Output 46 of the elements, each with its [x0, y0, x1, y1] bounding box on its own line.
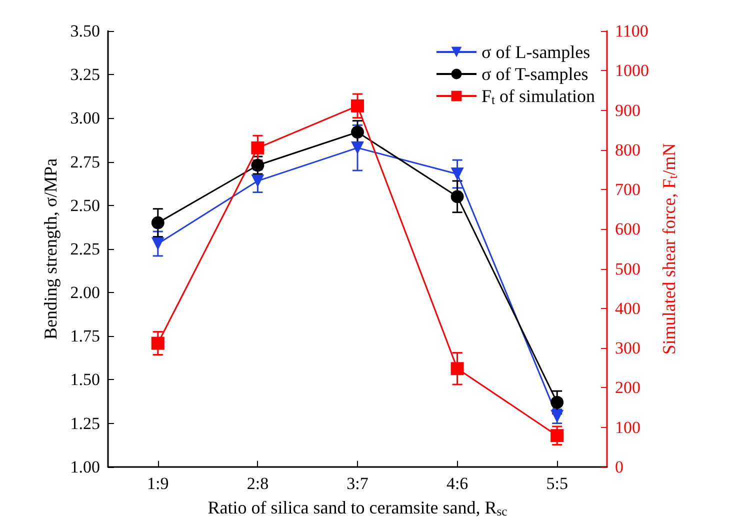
point — [251, 141, 264, 154]
x-tick-label: 1:9 — [147, 474, 169, 493]
point — [550, 429, 564, 442]
y2-tick-label: 700 — [615, 180, 640, 200]
y-tick-label: 3.50 — [70, 22, 100, 40]
y2-tick-label: 900 — [615, 100, 640, 120]
y2-tick-label: 0 — [615, 457, 624, 476]
point — [251, 174, 264, 188]
y-tick-label: 1.75 — [70, 326, 100, 346]
point — [450, 362, 464, 376]
y2-axis-title: Simulated shear force, Ft/mN — [658, 143, 680, 355]
legend-label: σ of T-samples — [481, 64, 588, 84]
y2-tick-label: 600 — [615, 220, 640, 239]
legend-label: σ of L-samples — [481, 42, 590, 62]
x-tick-label: 3:7 — [346, 474, 369, 493]
point — [151, 336, 164, 350]
x-tick-label: 4:6 — [446, 474, 468, 493]
y-tick-label: 2.50 — [70, 196, 100, 215]
y-tick-label: 1.00 — [70, 457, 100, 476]
y-tick-label: 2.25 — [70, 239, 100, 258]
x-tick-label: 5:5 — [546, 474, 568, 493]
point — [351, 99, 364, 112]
y-tick-label: 3.00 — [70, 108, 100, 128]
y2-tick-label: 400 — [615, 298, 640, 318]
y2-tick-label: 1100 — [615, 22, 648, 40]
point — [450, 167, 464, 180]
y-tick-label: 2.00 — [70, 283, 100, 302]
y2-tick-label: 300 — [615, 338, 640, 358]
y2-tick-label: 800 — [615, 140, 640, 160]
y2-tick-label: 500 — [615, 259, 640, 278]
point — [351, 126, 364, 139]
y-tick-label: 1.50 — [70, 370, 100, 390]
y-tick-label: 2.75 — [70, 152, 100, 172]
y2-tick-label: 100 — [615, 418, 640, 437]
point — [550, 396, 564, 409]
x-tick-label: 2:8 — [246, 474, 269, 493]
y2-tick-label: 1000 — [615, 61, 649, 80]
y-axis-title: Bending strength, σ/MPa — [40, 158, 60, 340]
y-tick-label: 1.25 — [70, 414, 100, 433]
point — [151, 216, 164, 230]
point — [151, 237, 164, 250]
y2-tick-label: 200 — [615, 378, 640, 398]
y-tick-label: 3.25 — [70, 65, 100, 84]
point — [251, 158, 264, 172]
point — [351, 141, 364, 154]
point — [450, 190, 464, 204]
